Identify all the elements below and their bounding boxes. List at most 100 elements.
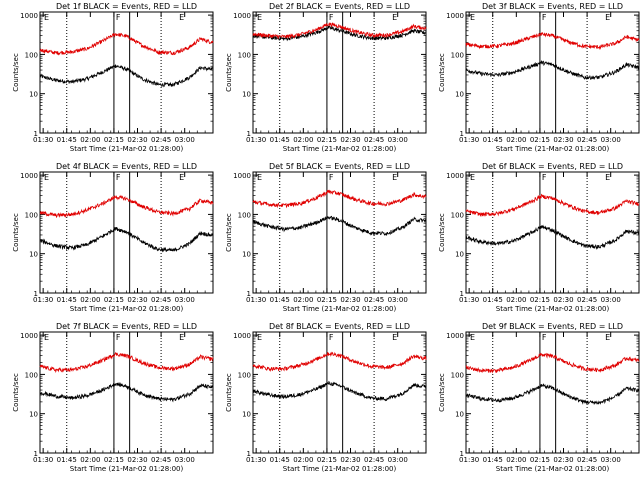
series-line-lld bbox=[39, 32, 214, 56]
x-tick-label: 02:45 bbox=[364, 296, 384, 304]
interval-marker: E bbox=[44, 333, 49, 342]
plot-frame bbox=[465, 331, 640, 454]
x-tick-label: 01:45 bbox=[483, 456, 503, 464]
x-axis-label: Start Time (21-Mar-02 01:28:00) bbox=[70, 305, 184, 313]
detector-panel-3: Det 3f BLACK = Events, RED = LLD 1 10 100 10… bbox=[438, 2, 640, 153]
y-axis-label: Counts/sec bbox=[438, 213, 446, 252]
interval-marker: E bbox=[257, 173, 262, 182]
y-tick-label: 100 bbox=[238, 51, 251, 59]
x-tick-label: 01:30 bbox=[33, 136, 53, 144]
interval-marker: E bbox=[179, 13, 184, 22]
interval-marker: E bbox=[470, 333, 475, 342]
y-tick-label: 1000 bbox=[233, 12, 251, 20]
series-line-events bbox=[465, 59, 640, 80]
detector-panel-7: Det 7f BLACK = Events, RED = LLD 1 10 100 10… bbox=[12, 322, 214, 473]
x-tick-label: 01:30 bbox=[459, 136, 479, 144]
interval-marker: E bbox=[605, 13, 610, 22]
panel-title: Det 6f BLACK = Events, RED = LLD bbox=[482, 162, 623, 171]
x-axis-label: Start Time (21-Mar-02 01:28:00) bbox=[283, 145, 397, 153]
series-line-lld bbox=[465, 193, 640, 218]
series-line-lld bbox=[252, 22, 427, 40]
y-tick-label: 10 bbox=[242, 251, 251, 259]
y-axis-label: Counts/sec bbox=[225, 373, 233, 412]
y-tick-label: 10 bbox=[29, 411, 38, 419]
x-tick-label: 02:15 bbox=[104, 456, 124, 464]
x-tick-label: 01:30 bbox=[246, 296, 266, 304]
series-line-lld bbox=[39, 194, 214, 219]
interval-marker: E bbox=[470, 13, 475, 22]
interval-marker: E bbox=[470, 173, 475, 182]
interval-marker: E bbox=[392, 13, 397, 22]
x-tick-label: 02:00 bbox=[293, 136, 313, 144]
x-tick-label: 01:30 bbox=[459, 456, 479, 464]
y-tick-label: 1 bbox=[34, 450, 38, 458]
y-tick-label: 1 bbox=[34, 130, 38, 138]
panel-title: Det 7f BLACK = Events, RED = LLD bbox=[56, 322, 197, 331]
y-tick-label: 1000 bbox=[446, 332, 464, 340]
x-tick-label: 02:30 bbox=[127, 136, 147, 144]
interval-marker: F bbox=[116, 13, 121, 22]
x-tick-label: 01:30 bbox=[459, 296, 479, 304]
interval-marker: E bbox=[44, 13, 49, 22]
x-tick-label: 02:15 bbox=[317, 456, 337, 464]
y-axis-label: Counts/sec bbox=[12, 213, 20, 252]
interval-marker: E bbox=[392, 333, 397, 342]
detector-panel-6: Det 6f BLACK = Events, RED = LLD 1 10 100 10… bbox=[438, 162, 640, 313]
interval-marker: F bbox=[116, 173, 121, 182]
y-tick-label: 1000 bbox=[20, 172, 38, 180]
x-tick-label: 02:15 bbox=[317, 296, 337, 304]
y-tick-label: 1 bbox=[247, 130, 251, 138]
x-tick-label: 02:30 bbox=[553, 456, 573, 464]
x-tick-label: 02:15 bbox=[104, 296, 124, 304]
plot-frame bbox=[39, 331, 214, 454]
series-line-events bbox=[39, 64, 213, 88]
x-tick-label: 01:45 bbox=[270, 456, 290, 464]
y-tick-label: 100 bbox=[451, 371, 464, 379]
series-line-events bbox=[465, 224, 640, 251]
x-tick-label: 02:45 bbox=[151, 136, 171, 144]
x-tick-label: 03:00 bbox=[601, 136, 621, 144]
y-tick-label: 10 bbox=[29, 91, 38, 99]
y-tick-label: 10 bbox=[29, 251, 38, 259]
series-line-events bbox=[39, 382, 214, 403]
plot-frame bbox=[39, 11, 214, 134]
x-tick-label: 01:30 bbox=[246, 136, 266, 144]
x-tick-label: 01:45 bbox=[57, 456, 77, 464]
y-tick-label: 1 bbox=[247, 450, 251, 458]
x-tick-label: 02:00 bbox=[506, 296, 526, 304]
interval-marker: F bbox=[542, 333, 547, 342]
y-tick-label: 1000 bbox=[233, 172, 251, 180]
plot-frame bbox=[252, 171, 427, 294]
y-tick-label: 100 bbox=[451, 211, 464, 219]
y-tick-label: 10 bbox=[455, 411, 464, 419]
y-axis-label: Counts/sec bbox=[225, 53, 233, 92]
interval-marker: E bbox=[179, 333, 184, 342]
x-tick-label: 02:00 bbox=[80, 296, 100, 304]
x-tick-label: 02:00 bbox=[506, 456, 526, 464]
x-tick-label: 01:45 bbox=[270, 136, 290, 144]
y-tick-label: 10 bbox=[242, 91, 251, 99]
x-tick-label: 02:45 bbox=[577, 456, 597, 464]
x-tick-label: 03:00 bbox=[175, 456, 195, 464]
x-axis-label: Start Time (21-Mar-02 01:28:00) bbox=[283, 465, 397, 473]
y-tick-label: 1 bbox=[34, 290, 38, 298]
y-tick-label: 1 bbox=[460, 450, 464, 458]
x-tick-label: 02:30 bbox=[340, 456, 360, 464]
x-tick-label: 02:45 bbox=[364, 136, 384, 144]
x-tick-label: 02:45 bbox=[151, 296, 171, 304]
x-tick-label: 03:00 bbox=[388, 296, 408, 304]
x-tick-label: 02:15 bbox=[530, 136, 550, 144]
y-tick-label: 1000 bbox=[20, 12, 38, 20]
x-axis-label: Start Time (21-Mar-02 01:28:00) bbox=[70, 145, 184, 153]
interval-marker: F bbox=[329, 13, 334, 22]
x-tick-label: 02:15 bbox=[104, 136, 124, 144]
x-tick-label: 02:30 bbox=[340, 136, 360, 144]
series-line-events bbox=[252, 25, 427, 42]
detector-panel-9: Det 9f BLACK = Events, RED = LLD 1 10 100 10… bbox=[438, 322, 640, 473]
interval-marker: E bbox=[257, 13, 262, 22]
y-tick-label: 1 bbox=[460, 130, 464, 138]
x-tick-label: 02:45 bbox=[364, 456, 384, 464]
detector-panel-4: Det 4f BLACK = Events, RED = LLD 1 10 100 10… bbox=[12, 162, 214, 313]
interval-marker: F bbox=[542, 173, 547, 182]
interval-marker: E bbox=[179, 173, 184, 182]
